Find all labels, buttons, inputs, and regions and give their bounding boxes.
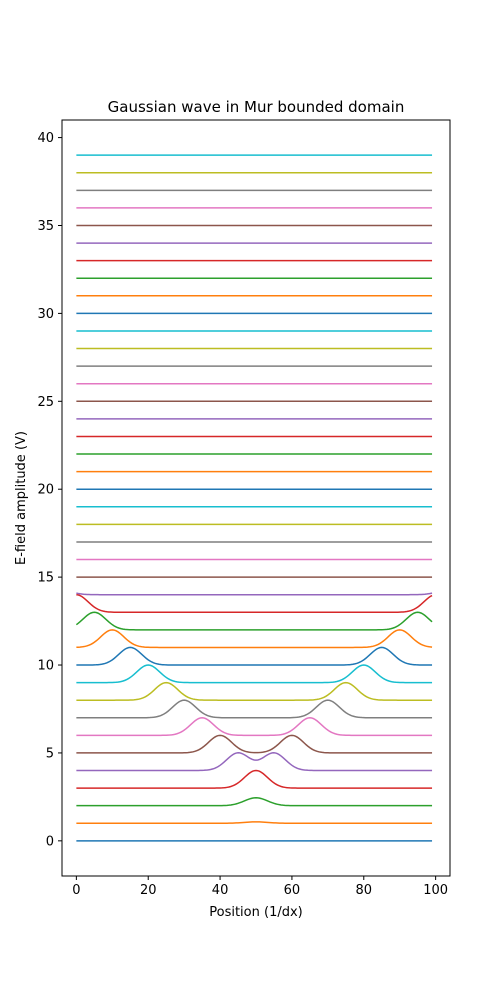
y-tick-label: 40 <box>37 131 54 146</box>
series-line-7 <box>76 699 433 719</box>
series-line-5 <box>76 734 433 754</box>
series-line-9 <box>76 664 433 684</box>
series-line-2 <box>76 797 433 807</box>
series-layer <box>75 154 433 842</box>
y-tick-label: 0 <box>46 834 54 849</box>
series-line-10 <box>76 646 433 666</box>
y-tick-label: 20 <box>37 483 54 498</box>
series-line-13 <box>76 593 433 614</box>
series-line-8 <box>76 681 433 701</box>
y-tick-label: 15 <box>37 571 54 586</box>
x-axis-label: Position (1/dx) <box>209 905 303 920</box>
y-tick-label: 5 <box>46 746 54 761</box>
y-tick-label: 30 <box>37 307 54 322</box>
series-line-11 <box>76 629 433 649</box>
y-axis-label: E-field amplitude (V) <box>14 431 29 565</box>
tick-layer: 0 20 40 60 80 100 0 5 10 15 20 25 30 35 40 <box>37 131 448 898</box>
x-tick-label: 40 <box>212 883 229 898</box>
series-line-4 <box>76 752 433 772</box>
chart-title: Gaussian wave in Mur bounded domain <box>108 98 405 116</box>
series-line-12 <box>75 611 433 631</box>
plot-frame <box>61 119 451 877</box>
x-tick-label: 80 <box>356 883 373 898</box>
series-line-6 <box>76 717 433 737</box>
y-tick-label: 35 <box>37 219 54 234</box>
y-tick-label: 25 <box>37 395 54 410</box>
x-tick-label: 100 <box>423 883 448 898</box>
series-line-1 <box>76 821 433 825</box>
series-line-14 <box>76 592 433 596</box>
x-tick-label: 20 <box>140 883 157 898</box>
x-tick-label: 0 <box>72 883 80 898</box>
y-tick-label: 10 <box>37 659 54 674</box>
x-tick-label: 60 <box>284 883 301 898</box>
series-line-3 <box>76 769 433 789</box>
